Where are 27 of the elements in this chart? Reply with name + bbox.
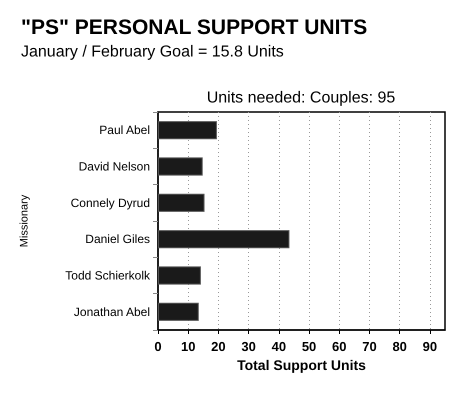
- y-tick-label: Todd Schierkolk: [65, 268, 151, 282]
- x-tick-label: 40: [272, 339, 286, 354]
- y-tick-label: Daniel Giles: [85, 232, 150, 246]
- x-tick-label: 90: [422, 339, 438, 354]
- x-axis-title: Total Support Units: [237, 356, 366, 373]
- x-tick-label: 0: [154, 339, 162, 354]
- bar: [158, 230, 290, 248]
- chart-subtitle: January / February Goal = 15.8 Units: [21, 44, 284, 60]
- x-tick-label: 50: [302, 339, 316, 354]
- bar: [158, 266, 201, 285]
- chart-title: "PS" PERSONAL SUPPORT UNITS: [21, 16, 368, 39]
- bar: [158, 121, 217, 140]
- bar: [158, 194, 205, 212]
- x-tick-label: 70: [362, 339, 377, 354]
- y-tick-label: David Nelson: [78, 160, 150, 174]
- x-tick-label: 20: [211, 339, 226, 354]
- y-tick-label: Paul Abel: [99, 123, 150, 138]
- x-tick-label: 80: [392, 339, 407, 354]
- text: Units needed: Couples: 95: [206, 90, 396, 106]
- y-tick-label: Connely Dyrud: [70, 196, 150, 210]
- x-tick-label: 30: [241, 339, 256, 354]
- x-tick-label: 10: [180, 339, 196, 354]
- x-tick-label: 60: [332, 339, 346, 354]
- bar: [158, 157, 203, 176]
- y-axis-title: Missionary: [18, 194, 30, 248]
- y-tick-label: Jonathan Abel: [74, 304, 150, 319]
- bar: [158, 302, 199, 321]
